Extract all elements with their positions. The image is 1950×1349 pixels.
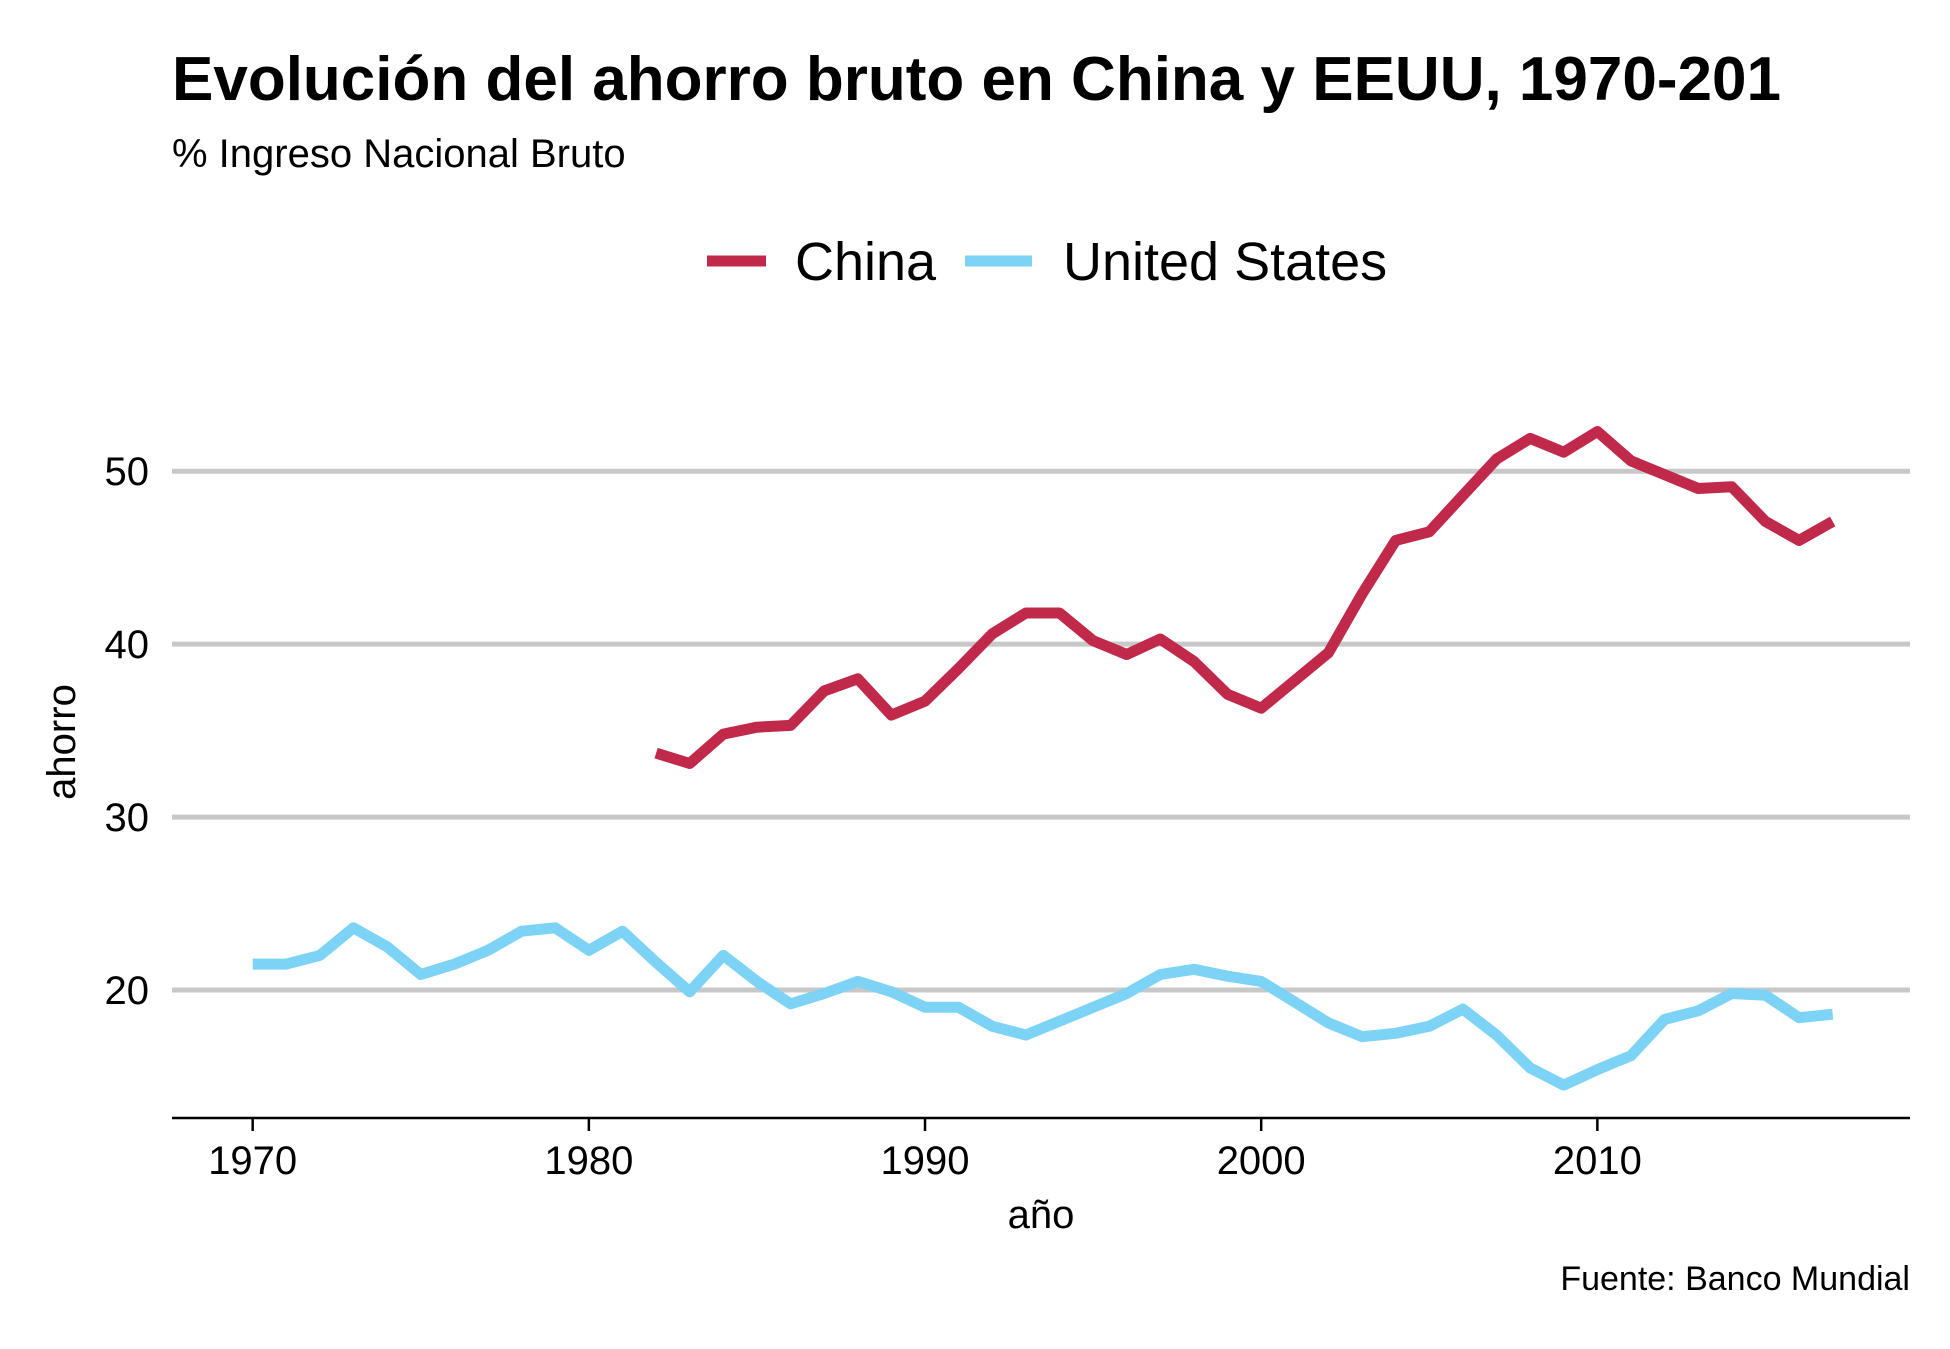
grid: [172, 468, 1910, 993]
y-tick-label-30: 30: [105, 796, 150, 840]
x-tick-label-1980: 1980: [544, 1139, 633, 1183]
chart-title: Evolución del ahorro bruto en China y EE…: [172, 45, 1781, 114]
series-line-united-states: [252, 922, 1834, 1091]
legend-label-united-states: United States: [1063, 232, 1387, 292]
x-tick-label-1970: 1970: [208, 1139, 297, 1183]
y-tick-label-40: 40: [105, 623, 150, 667]
series-line-china: [654, 426, 1836, 769]
series-lines: [252, 426, 1836, 1091]
x-tick-label-1990: 1990: [881, 1139, 970, 1183]
x-axis-ticks: 1970 1980 1990 2000 2010: [208, 1118, 1642, 1183]
chart-subtitle: % Ingreso Nacional Bruto: [172, 132, 626, 176]
x-tick-label-2000: 2000: [1217, 1139, 1306, 1183]
y-tick-label-50: 50: [105, 450, 150, 494]
y-axis-ticks: 20 30 40 50: [105, 450, 150, 1013]
x-axis-label: año: [1008, 1193, 1075, 1237]
y-axis-label: ahorro: [40, 684, 84, 800]
chart-caption: Fuente: Banco Mundial: [1560, 1260, 1910, 1298]
legend: China United States: [707, 232, 1387, 292]
legend-label-china: China: [795, 232, 937, 292]
y-tick-label-20: 20: [105, 969, 150, 1013]
x-tick-label-2010: 2010: [1553, 1139, 1642, 1183]
